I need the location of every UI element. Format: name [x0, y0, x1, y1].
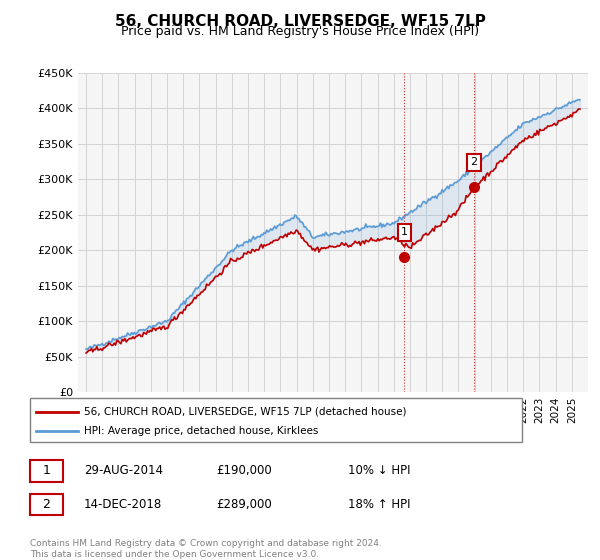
Text: 2: 2	[42, 498, 50, 511]
Text: 2: 2	[470, 157, 478, 167]
Text: Price paid vs. HM Land Registry's House Price Index (HPI): Price paid vs. HM Land Registry's House …	[121, 25, 479, 38]
Text: 1: 1	[401, 227, 408, 237]
Text: 56, CHURCH ROAD, LIVERSEDGE, WF15 7LP: 56, CHURCH ROAD, LIVERSEDGE, WF15 7LP	[115, 14, 485, 29]
Text: 14-DEC-2018: 14-DEC-2018	[84, 498, 162, 511]
Text: Contains HM Land Registry data © Crown copyright and database right 2024.: Contains HM Land Registry data © Crown c…	[30, 539, 382, 548]
Text: HPI: Average price, detached house, Kirklees: HPI: Average price, detached house, Kirk…	[84, 426, 319, 436]
Text: 56, CHURCH ROAD, LIVERSEDGE, WF15 7LP (detached house): 56, CHURCH ROAD, LIVERSEDGE, WF15 7LP (d…	[84, 407, 407, 417]
Text: 18% ↑ HPI: 18% ↑ HPI	[348, 498, 410, 511]
Text: This data is licensed under the Open Government Licence v3.0.: This data is licensed under the Open Gov…	[30, 550, 319, 559]
Text: 1: 1	[42, 464, 50, 478]
Text: 56, CHURCH ROAD, LIVERSEDGE, WF15 7LP (detached house): 56, CHURCH ROAD, LIVERSEDGE, WF15 7LP (d…	[84, 407, 407, 417]
Text: £190,000: £190,000	[216, 464, 272, 478]
Text: £289,000: £289,000	[216, 498, 272, 511]
Text: HPI: Average price, detached house, Kirklees: HPI: Average price, detached house, Kirk…	[84, 426, 319, 436]
Text: 10% ↓ HPI: 10% ↓ HPI	[348, 464, 410, 478]
Text: 29-AUG-2014: 29-AUG-2014	[84, 464, 163, 478]
